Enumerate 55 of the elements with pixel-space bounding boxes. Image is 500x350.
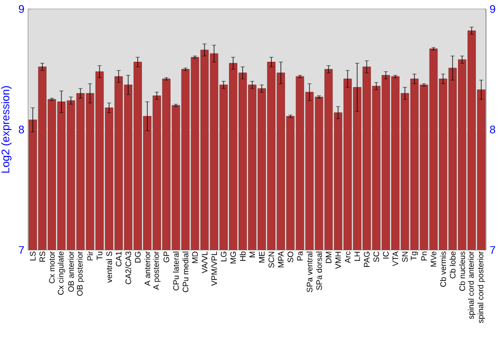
x-tick-label: MPA (278, 251, 284, 268)
x-tick-label: spinal cord anterior (468, 251, 476, 319)
x-tick-label: Hb (240, 252, 246, 261)
y2-tick-label: 8 (490, 126, 496, 134)
x-tick-label: SC (373, 251, 380, 262)
x-tick-label: A anterior (144, 251, 150, 286)
x-tick-label: SN (402, 252, 408, 262)
x-tick-label: MG (230, 252, 236, 264)
x-tick-label: CA1 (116, 252, 122, 266)
x-tick-label: ventral S (106, 252, 112, 283)
y-tick-label: 8 (18, 126, 24, 134)
x-tick-label: MVe (430, 252, 436, 267)
x-tick-label: Cb lobe (450, 252, 456, 278)
x-tick-label: RS (39, 252, 46, 262)
x-tick-label: Tg (410, 252, 418, 260)
y-tick-label: 7 (18, 246, 24, 254)
x-tick-label: VMH (335, 252, 341, 269)
y-axis-title: Log2 (expression) (1, 86, 12, 173)
x-tick-label: spinal cord posterior (477, 251, 485, 324)
x-tick-label: VPM/VPL (211, 251, 218, 286)
x-tick-label: OB anterior (68, 251, 74, 292)
x-tick-label: Cx cingulate (58, 252, 66, 295)
x-tick-label: Cb nucleus (459, 251, 466, 291)
x-tick-label: OB posterior (76, 251, 84, 296)
x-tick-label: Cx motor (49, 251, 55, 284)
x-tick-label: SPa ventral (306, 252, 312, 292)
y2-tick-label: 9 (490, 5, 496, 13)
x-tick-label: MD (192, 252, 198, 263)
x-tick-label: M (249, 252, 255, 258)
x-tick-label: CPu lateral (172, 252, 179, 290)
x-tick-label: VTA (392, 251, 398, 266)
x-tick-label: IC (382, 251, 389, 258)
x-tick-label: LG (220, 252, 226, 262)
x-tick-label: Pn (421, 252, 427, 260)
x-tick-label: SO (288, 252, 294, 262)
x-tick-label: Pa (297, 251, 303, 260)
x-tick-label: VA/VL (202, 251, 208, 274)
x-tick-label: Pir (87, 251, 93, 260)
x-tick-label: PAG (364, 252, 370, 267)
x-tick-label: Cb vermis (440, 251, 446, 287)
x-tick-label: SPa dorsal (316, 252, 322, 290)
x-tick-label: LH (354, 252, 360, 261)
x-tick-label: Arc (344, 251, 350, 264)
x-tick-label: GP (164, 252, 170, 262)
y-tick-label: 9 (18, 5, 24, 13)
x-tick-label: LS (30, 252, 36, 260)
x-tick-label: Tu (96, 252, 102, 260)
x-tick-label: DM (326, 252, 332, 263)
x-tick-label: SCN (268, 252, 274, 268)
y2-tick-label: 7 (490, 246, 496, 254)
x-tick-label: DG (134, 252, 141, 263)
x-tick-label: CPu medial (182, 252, 188, 292)
x-tick-label: CA2/CA3 (125, 252, 132, 284)
x-tick-label: A posterior (153, 251, 161, 290)
x-tick-label: ME (259, 252, 265, 263)
